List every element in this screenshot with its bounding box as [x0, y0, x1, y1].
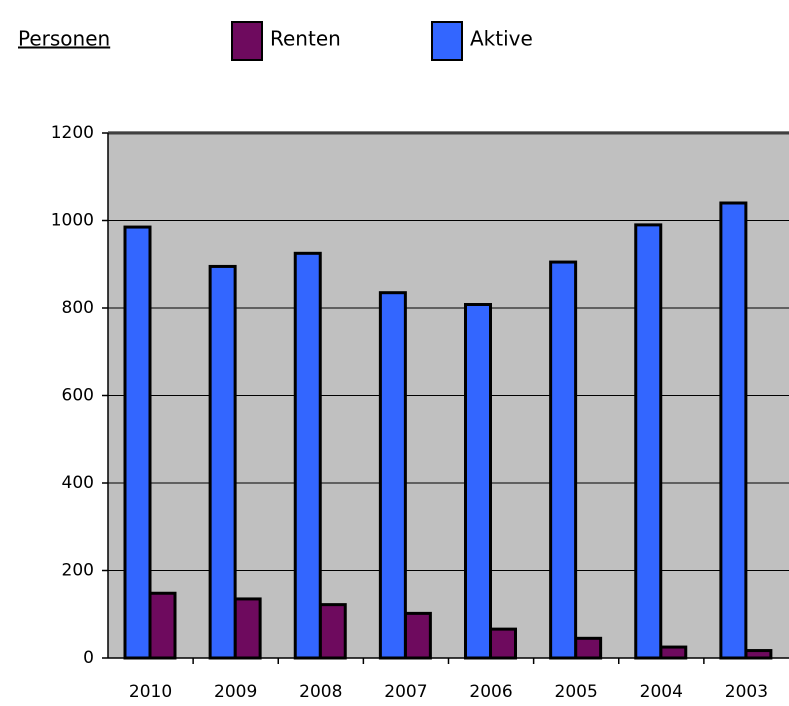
bar — [744, 649, 773, 660]
bar — [634, 223, 663, 660]
bar — [293, 251, 322, 660]
y-tick-label: 1000 — [51, 211, 94, 231]
bar — [233, 597, 262, 660]
x-tick-label: 2006 — [469, 682, 512, 702]
y-tick-label: 200 — [62, 561, 94, 581]
bar — [574, 636, 603, 660]
bar — [123, 225, 152, 660]
y-tick-label: 800 — [62, 298, 94, 318]
bar — [489, 627, 517, 660]
bar — [148, 591, 177, 660]
bar — [549, 260, 578, 660]
x-tick-label: 2008 — [299, 682, 342, 702]
legend-label: Aktive — [470, 27, 533, 51]
x-tick-label: 2005 — [555, 682, 598, 702]
bar — [318, 603, 347, 660]
y-tick-label: 1200 — [51, 123, 94, 143]
x-tick-label: 2010 — [129, 682, 172, 702]
x-tick-label: 2007 — [384, 682, 427, 702]
bar — [378, 291, 407, 660]
y-tick-label: 400 — [62, 473, 94, 493]
bar — [464, 303, 492, 660]
y-tick-label: 0 — [83, 648, 94, 668]
legend-swatch — [231, 21, 263, 61]
y-tick-label: 600 — [62, 386, 94, 406]
bar — [719, 201, 748, 660]
bar — [403, 611, 432, 660]
x-tick-label: 2004 — [640, 682, 683, 702]
legend-label: Renten — [270, 27, 341, 51]
bar — [659, 645, 688, 660]
x-tick-label: 2003 — [725, 682, 768, 702]
legend-swatch — [431, 21, 463, 61]
chart-title: Personen — [18, 27, 110, 51]
x-tick-label: 2009 — [214, 682, 257, 702]
legend: Personen Renten Aktive — [18, 21, 533, 61]
bar — [208, 264, 237, 660]
